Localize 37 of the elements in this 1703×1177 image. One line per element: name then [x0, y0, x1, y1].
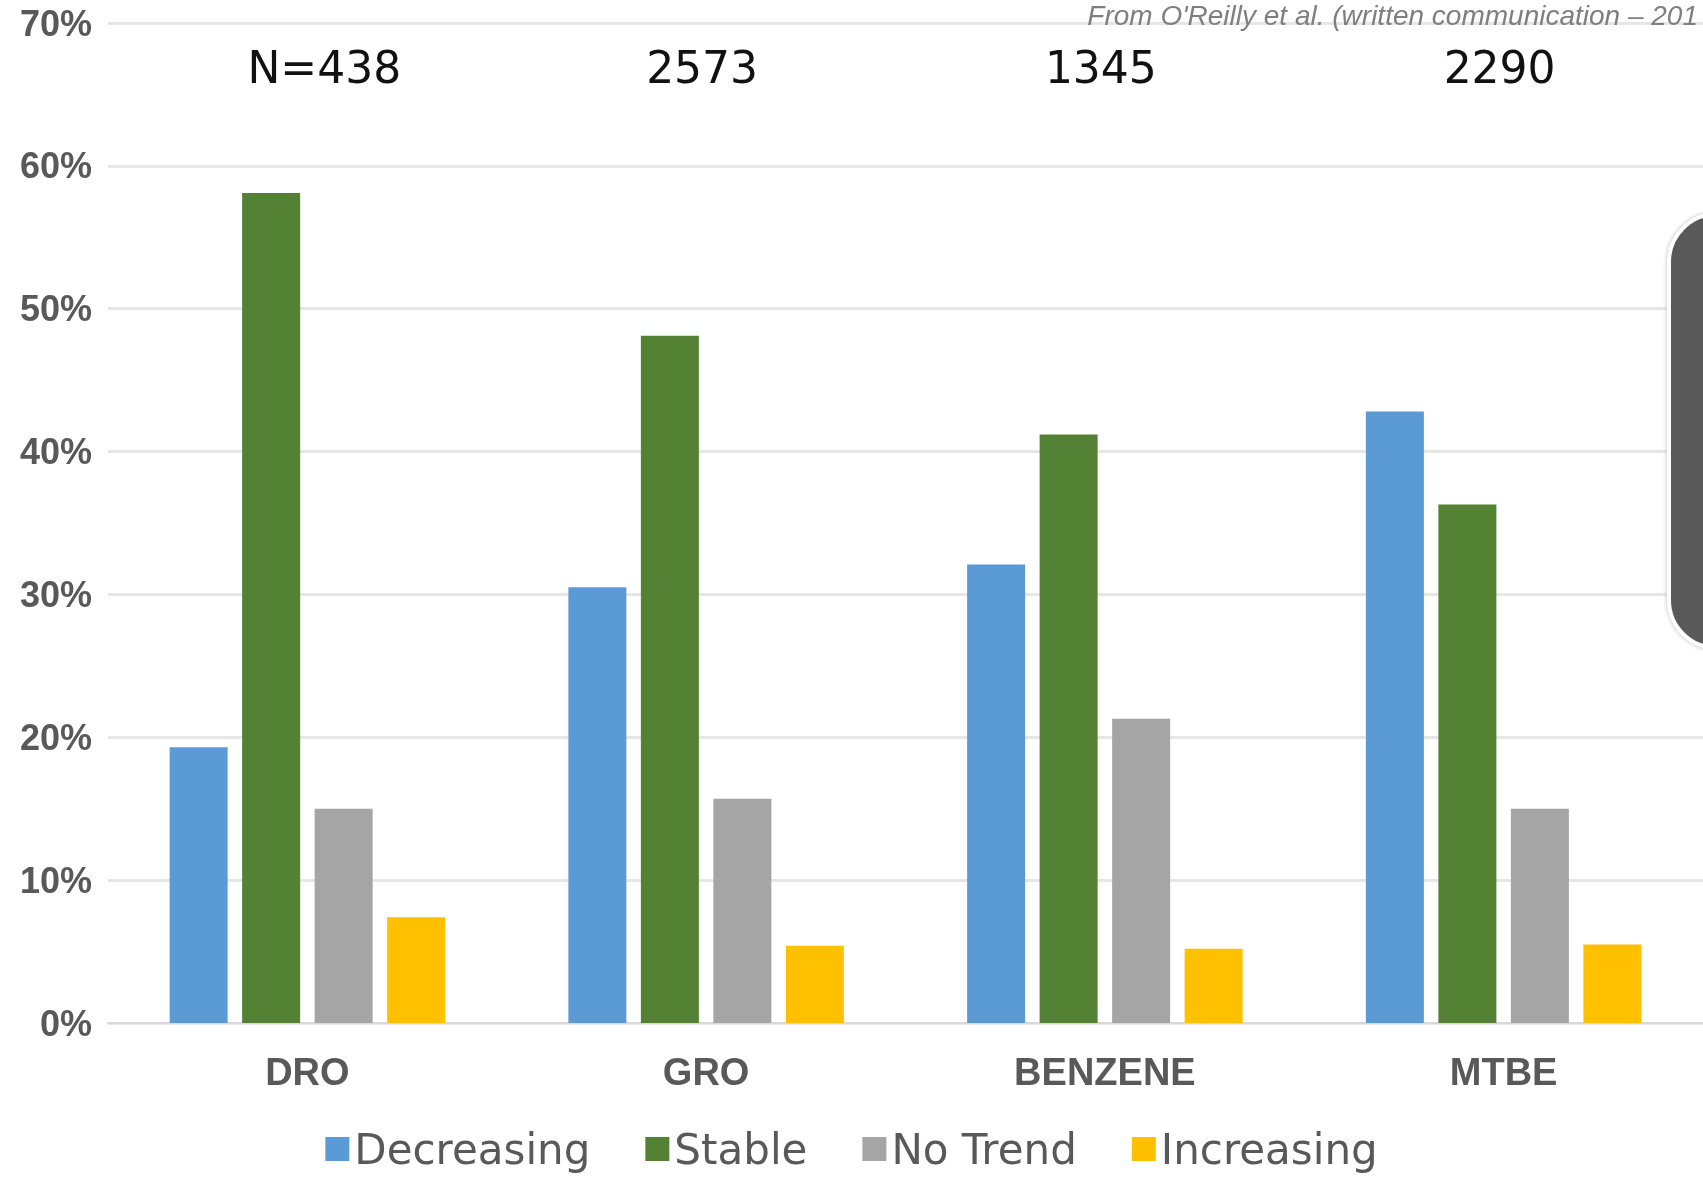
y-tick-label: 70%	[19, 2, 92, 44]
annotation: 1345	[1044, 41, 1157, 93]
legend-label: Decreasing	[354, 1124, 591, 1174]
x-tick-label: MTBE	[1449, 1051, 1558, 1093]
y-tick-label: 60%	[19, 145, 92, 187]
x-tick-label: GRO	[662, 1051, 750, 1093]
x-tick-label: BENZENE	[1014, 1051, 1196, 1093]
y-tick-label: 30%	[19, 573, 92, 615]
bar	[785, 945, 844, 1023]
legend-label: Stable	[674, 1124, 808, 1174]
annotation: 2290	[1443, 41, 1556, 93]
bar	[387, 917, 446, 1023]
bar	[1039, 434, 1098, 1023]
bar	[713, 798, 772, 1023]
y-tick-label: 0%	[39, 1002, 92, 1044]
annotation: N=438	[247, 41, 402, 93]
y-tick-label: 20%	[19, 716, 92, 758]
bar	[314, 808, 373, 1023]
bar	[1438, 504, 1497, 1023]
annotation: 2573	[646, 41, 759, 93]
y-tick-label: 40%	[19, 431, 92, 473]
legend-label: No Trend	[891, 1124, 1077, 1174]
bar	[967, 564, 1026, 1023]
x-tick-label: DRO	[265, 1051, 350, 1093]
bar	[1184, 948, 1243, 1023]
bar	[640, 335, 699, 1023]
bar	[1583, 944, 1642, 1023]
bar	[169, 747, 228, 1023]
bar	[1510, 808, 1569, 1023]
legend-label: Increasing	[1160, 1124, 1378, 1174]
y-tick-label: 10%	[19, 859, 92, 901]
bar	[1365, 411, 1424, 1023]
bar	[242, 193, 301, 1023]
bar	[1112, 718, 1171, 1023]
bar	[568, 587, 627, 1023]
annotation: From O'Reilly et al. (written communication – 201	[1087, 0, 1698, 31]
y-tick-label: 50%	[19, 288, 92, 330]
